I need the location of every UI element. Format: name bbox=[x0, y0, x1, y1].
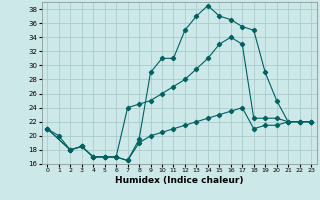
X-axis label: Humidex (Indice chaleur): Humidex (Indice chaleur) bbox=[115, 176, 244, 185]
